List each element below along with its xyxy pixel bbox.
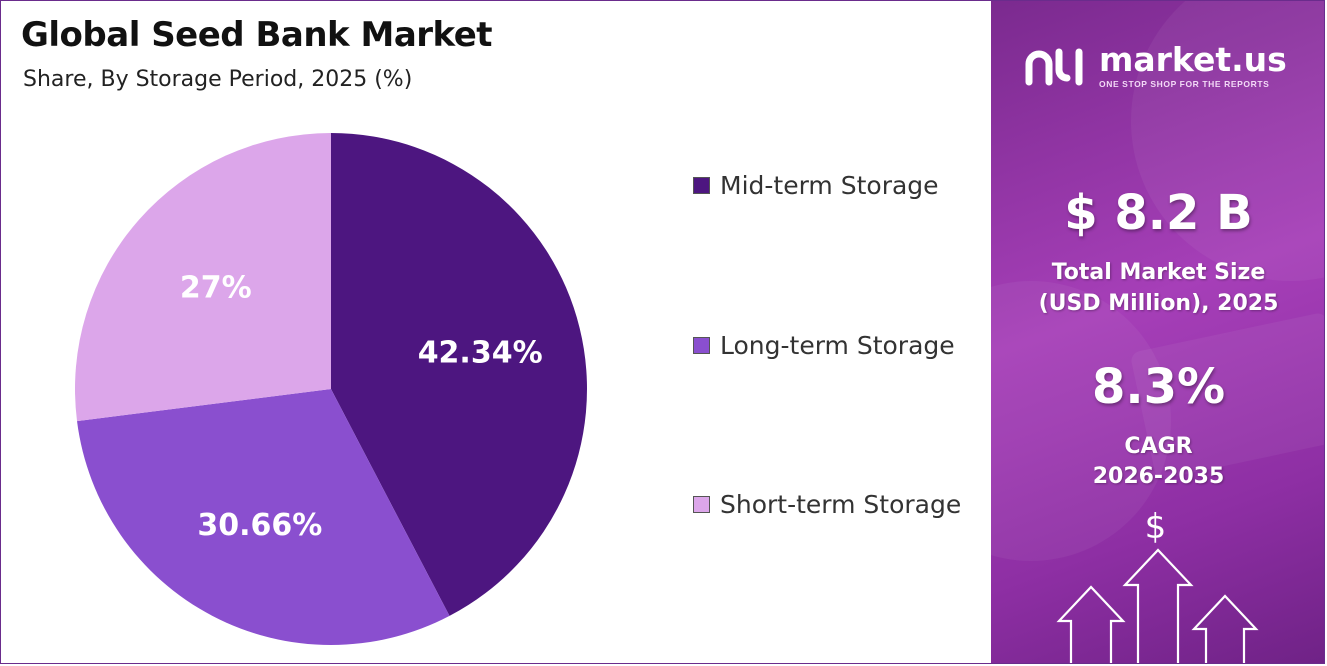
market-size-label-line1: Total Market Size <box>1051 260 1266 285</box>
slice-label-long-term: 30.66% <box>197 508 322 543</box>
dollar-icon: $ <box>1144 507 1167 547</box>
cagr-label: CAGR <box>1124 434 1193 459</box>
brand-name: market.us <box>1099 40 1287 79</box>
growth-arrows <box>1056 548 1259 663</box>
legend-item-long-term: Long-term Storage <box>693 331 955 360</box>
pie-chart: 42.34% 30.66% 27% <box>74 133 588 645</box>
legend-item-mid-term: Mid-term Storage <box>693 171 939 200</box>
market-size-label-line2: (USD Million), 2025 <box>1038 291 1279 316</box>
pie-slice-short-term <box>74 133 331 422</box>
up-arrow-icon <box>1122 548 1194 663</box>
legend-swatch-short-term <box>693 496 710 513</box>
legend-label-mid-term: Mid-term Storage <box>720 171 939 200</box>
legend-label-short-term: Short-term Storage <box>720 490 962 519</box>
slice-label-mid-term: 42.34% <box>418 335 543 370</box>
pie-slice-long-term <box>77 389 450 645</box>
logo-icon <box>1025 48 1083 86</box>
slice-label-short-term: 27% <box>180 270 252 305</box>
legend-item-short-term: Short-term Storage <box>693 490 961 519</box>
pie-slice-mid-term <box>331 133 588 616</box>
summary-panel: market.us ONE STOP SHOP FOR THE REPORTS … <box>991 1 1324 663</box>
brand-logo: market.us ONE STOP SHOP FOR THE REPORTS <box>1025 43 1287 89</box>
brand-tagline: ONE STOP SHOP FOR THE REPORTS <box>1099 79 1270 89</box>
chart-title: Global Seed Bank Market <box>21 15 493 55</box>
up-arrow-icon <box>1191 594 1259 663</box>
legend-swatch-long-term <box>693 337 710 354</box>
cagr-period: 2026-2035 <box>1092 464 1225 489</box>
legend-swatch-mid-term <box>693 177 710 194</box>
legend-label-long-term: Long-term Storage <box>720 331 955 360</box>
cagr-value: 8.3% <box>1091 359 1226 415</box>
up-arrow-icon <box>1056 585 1126 663</box>
chart-subtitle: Share, By Storage Period, 2025 (%) <box>23 67 413 92</box>
panel-background-texture <box>991 1 1324 561</box>
market-size-value: $ 8.2 B <box>1064 185 1253 241</box>
